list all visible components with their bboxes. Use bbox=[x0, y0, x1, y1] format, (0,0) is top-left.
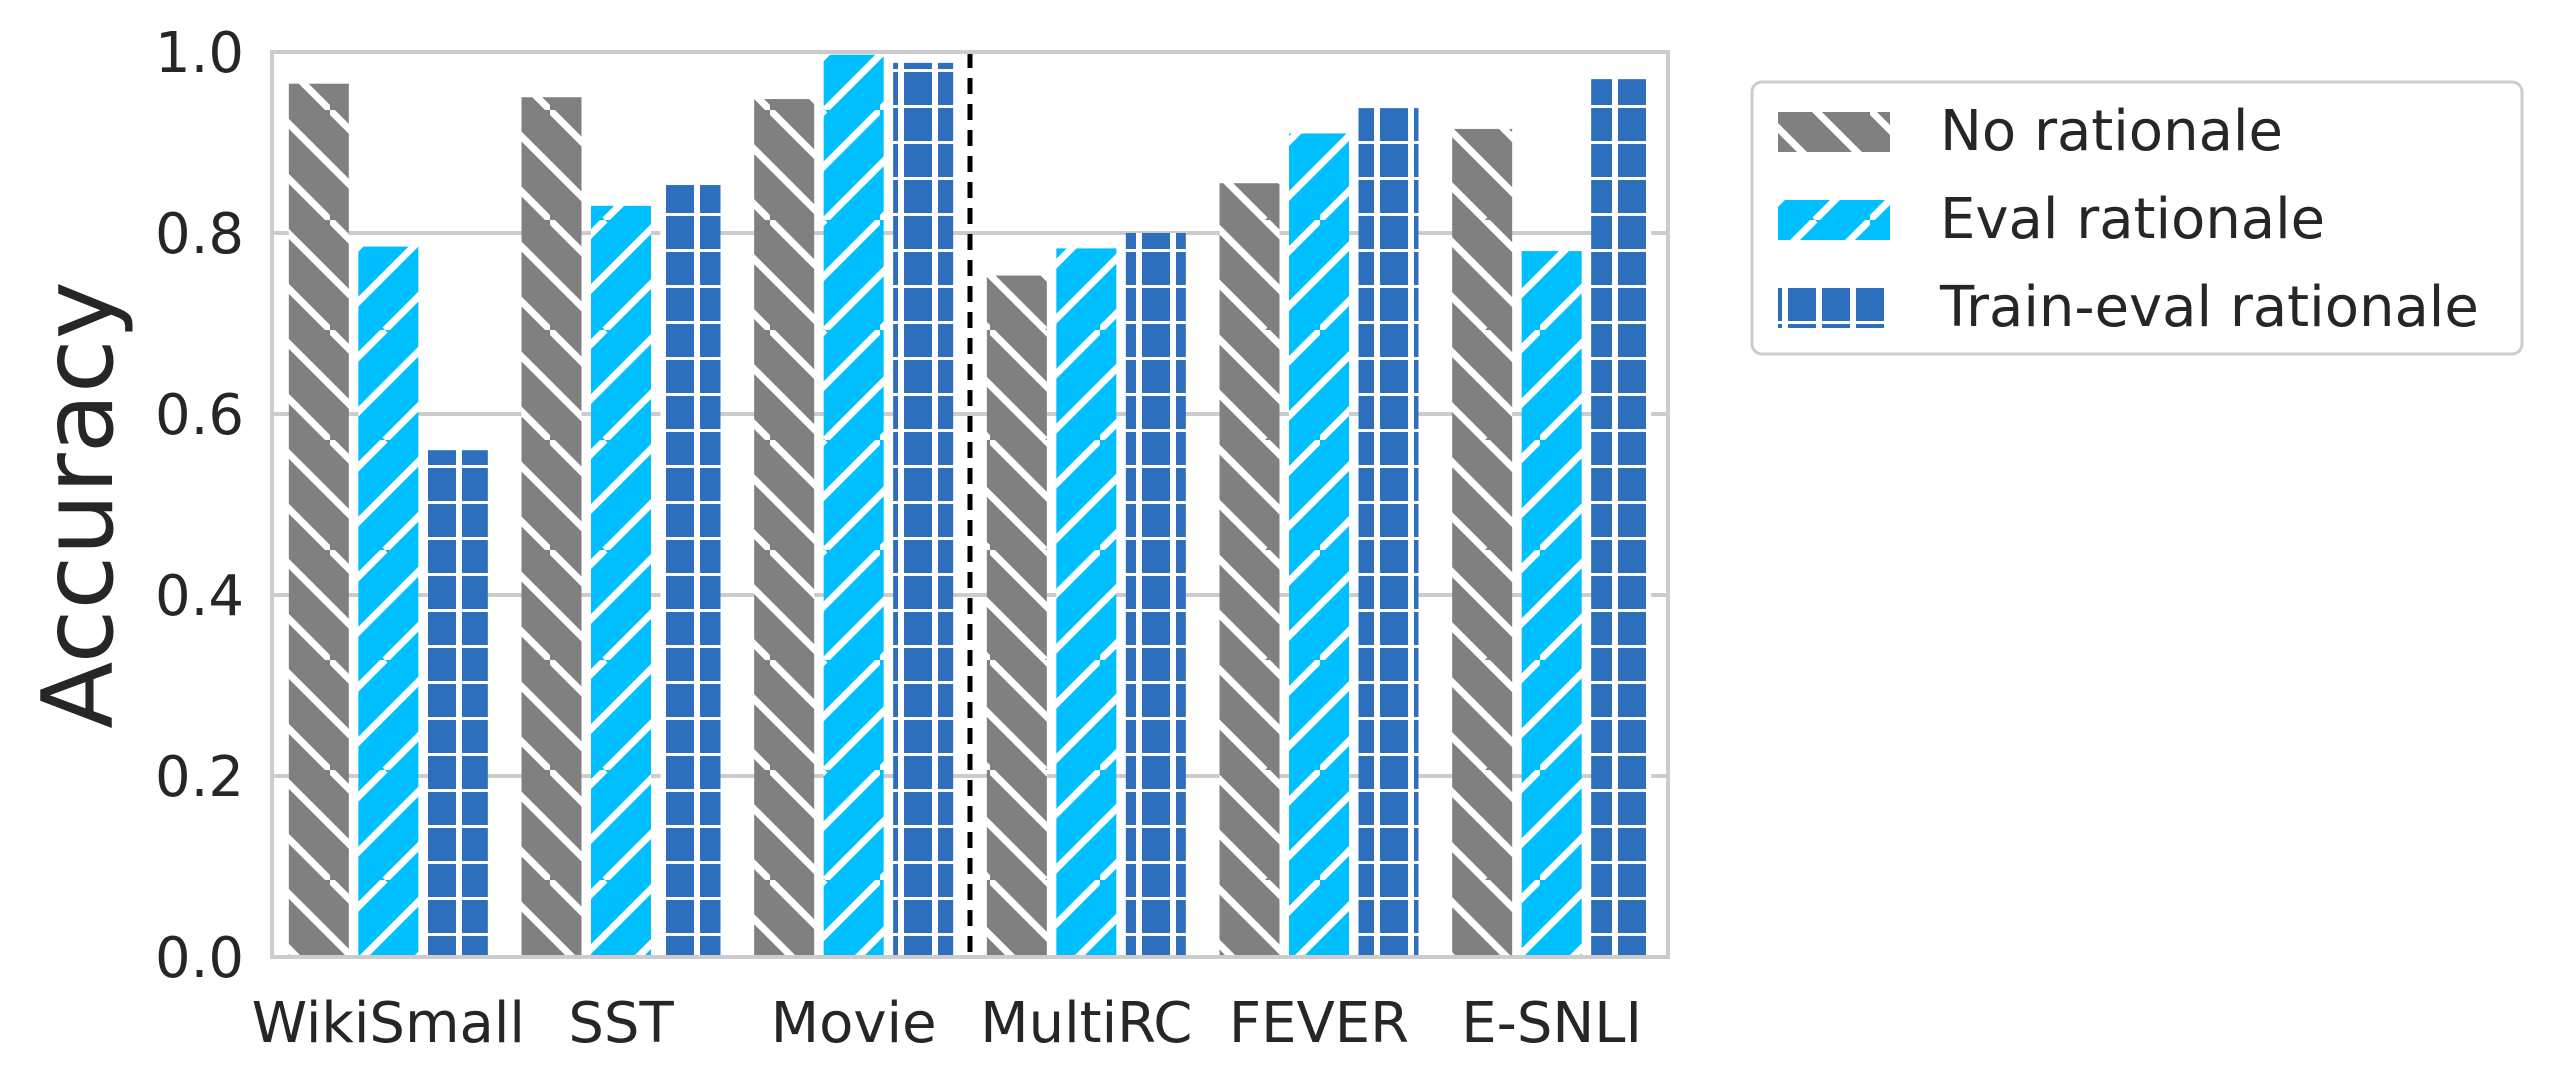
y-tick-label: 0.2 bbox=[155, 745, 244, 810]
y-tick-label: 0.0 bbox=[155, 926, 244, 991]
bar-no-rationale bbox=[986, 275, 1047, 957]
bar-train-eval-rationale bbox=[427, 450, 488, 957]
y-tick-label: 1.0 bbox=[155, 21, 244, 86]
bar-no-rationale bbox=[288, 83, 349, 958]
bar-eval-rationale bbox=[358, 246, 419, 957]
ytick-layer: 0.0 0.2 0.4 0.6 0.8 1.0 bbox=[155, 21, 244, 991]
bar-no-rationale bbox=[521, 97, 582, 957]
y-axis-title: Accuracy bbox=[22, 281, 136, 728]
bar-eval-rationale bbox=[823, 54, 884, 957]
x-tick-label: Movie bbox=[771, 991, 937, 1056]
legend-label: Eval rationale bbox=[1940, 187, 2325, 252]
legend-swatch bbox=[1778, 112, 1890, 152]
y-tick-label: 0.6 bbox=[155, 383, 244, 448]
bar-no-rationale bbox=[754, 99, 815, 957]
bar-train-eval-rationale bbox=[1591, 79, 1652, 957]
x-tick-label: E-SNLI bbox=[1461, 991, 1642, 1056]
legend-frame bbox=[1750, 80, 2524, 356]
legend-label: No rationale bbox=[1940, 99, 2283, 164]
legend-label: Train-eval rationale bbox=[1939, 275, 2479, 340]
bar-train-eval-rationale bbox=[1358, 108, 1419, 958]
bar-train-eval-rationale bbox=[660, 185, 721, 957]
y-tick-label: 0.4 bbox=[155, 564, 244, 629]
bar-eval-rationale bbox=[1289, 133, 1349, 957]
legend-swatch bbox=[1778, 288, 1890, 328]
x-tick-label: WikiSmall bbox=[252, 991, 525, 1056]
legend-swatch bbox=[1778, 200, 1890, 240]
bars-layer bbox=[288, 54, 1652, 958]
x-tick-label: MultiRC bbox=[980, 991, 1192, 1056]
y-tick-label: 0.8 bbox=[155, 202, 244, 267]
x-tick-label: SST bbox=[568, 991, 674, 1056]
bar-no-rationale bbox=[1452, 128, 1513, 958]
xtick-layer: WikiSmall SST Movie MultiRC FEVER E-SNLI bbox=[252, 991, 1642, 1056]
bar-eval-rationale bbox=[1056, 248, 1117, 957]
x-tick-label: FEVER bbox=[1229, 991, 1409, 1056]
legend: No rationale Eval rationale Train-eval rat… bbox=[1750, 80, 2524, 356]
bar-eval-rationale bbox=[591, 205, 651, 958]
bar-eval-rationale bbox=[1521, 251, 1582, 958]
plot-frame bbox=[270, 50, 1670, 959]
bar-train-eval-rationale bbox=[1125, 233, 1186, 957]
bar-no-rationale bbox=[1219, 183, 1280, 958]
legend-items: No rationale Eval rationale Train-eval rat… bbox=[1778, 99, 2479, 340]
bar-train-eval-rationale bbox=[893, 62, 954, 958]
